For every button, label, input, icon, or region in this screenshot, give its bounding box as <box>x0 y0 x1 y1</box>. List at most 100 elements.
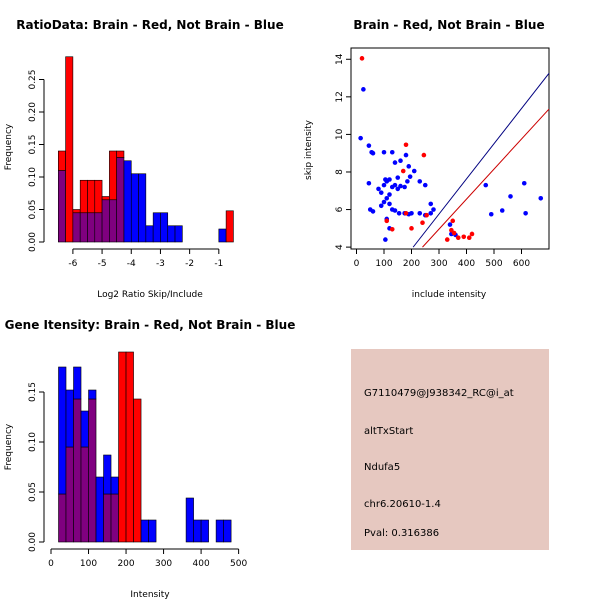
scatter-point-brain <box>455 235 461 241</box>
scatter-point-not-brain <box>361 87 366 92</box>
hist-bar-not-brain <box>160 212 169 243</box>
scatter-point-not-brain <box>370 150 376 156</box>
scatter-point-brain <box>403 211 409 216</box>
hist-bar-not-brain <box>123 160 132 243</box>
x-tick-label: 500 <box>485 259 502 269</box>
info-panel-background <box>351 349 549 550</box>
scatter-point-not-brain <box>407 174 413 179</box>
gene-histogram-ylabel: Frequency <box>4 423 14 470</box>
hist-bar-brain <box>57 150 66 171</box>
scatter-point-not-brain <box>381 149 387 155</box>
scatter-point-not-brain <box>422 182 428 188</box>
scatter-point-not-brain <box>538 195 544 201</box>
y-tick-label: 12 <box>335 91 345 102</box>
scatter-point-not-brain <box>383 177 388 182</box>
fit-line-not-brain <box>412 73 550 248</box>
scatter-point-not-brain <box>392 160 398 165</box>
hist-bar-not-brain <box>130 173 139 243</box>
scatter-point-brain <box>424 212 429 218</box>
scatter-points <box>358 56 544 242</box>
scatter-point-not-brain <box>392 182 398 188</box>
scatter-point-not-brain <box>508 194 513 199</box>
scatter-point-not-brain <box>387 192 392 197</box>
scatter-point-not-brain <box>395 186 401 192</box>
y-tick-label: 0.10 <box>28 167 38 187</box>
scatter-fit-lines <box>412 73 550 248</box>
hist-bar-overlap <box>116 157 125 243</box>
x-tick-label: 200 <box>403 259 420 269</box>
x-tick-label: 400 <box>193 559 210 569</box>
scatter-point-brain <box>421 152 427 158</box>
hist-bar-not-brain <box>218 228 227 243</box>
hist-bar-overlap <box>80 446 89 543</box>
scatter-point-not-brain <box>396 211 402 216</box>
scatter-plot-box <box>350 47 550 250</box>
x-tick-label: 300 <box>430 259 447 269</box>
x-tick-label: 400 <box>458 259 475 269</box>
ratio-histogram-axes: -6 -5 -4 -3 -2 -1 0.00 0.05 0.10 0.15 0.20 0.25 <box>28 69 223 269</box>
y-tick-label: 0.05 <box>28 199 38 219</box>
x-tick-label: -5 <box>98 259 107 269</box>
hist-bar-not-brain <box>110 476 119 495</box>
scatter-point-not-brain <box>398 158 403 164</box>
x-tick-label: 500 <box>230 559 247 569</box>
hist-bar-brain <box>225 210 234 243</box>
scatter-point-not-brain <box>483 182 489 188</box>
hist-bar-overlap <box>88 398 97 543</box>
ratio-histogram-xlabel: Log2 Ratio Skip/Include <box>97 290 203 300</box>
x-tick-label: -3 <box>156 259 165 269</box>
y-tick-label: 14 <box>335 53 345 65</box>
ratio-histogram-panel: RatioData: Brain - Red, Not Brain - Blue… <box>4 18 284 300</box>
y-tick-label: 4 <box>335 244 345 250</box>
hist-bar-not-brain <box>73 366 82 400</box>
hist-bar-not-brain <box>103 454 112 495</box>
hist-bar-not-brain <box>185 497 194 543</box>
hist-bar-brain <box>72 209 81 214</box>
hist-bar-not-brain <box>193 519 202 543</box>
hist-bar-not-brain <box>140 519 149 543</box>
gene-histogram-axes: 0 100 200 300 400 500 0.00 0.05 0.10 0.15 <box>28 382 247 569</box>
x-tick-label: -6 <box>68 259 77 269</box>
hist-bar-overlap <box>101 199 110 243</box>
gene-histogram-xlabel: Intensity <box>130 590 170 600</box>
scatter-point-brain <box>409 226 414 231</box>
hist-bar-not-brain <box>88 389 97 400</box>
hist-bar-not-brain <box>95 476 104 543</box>
scatter-point-not-brain <box>389 149 395 155</box>
scatter-point-not-brain <box>395 175 401 180</box>
scatter-axes: 0 100 200 300 400 500 600 4 6 8 10 12 14 <box>335 53 530 269</box>
hist-bar-not-brain <box>223 519 232 543</box>
info-panel: G7110479@J938342_RC@i_at altTxStart Nduf… <box>351 349 549 550</box>
scatter-point-not-brain <box>499 208 505 213</box>
scatter-point-brain <box>450 218 456 224</box>
scatter-point-brain <box>403 142 409 148</box>
x-tick-label: 200 <box>117 559 134 569</box>
hist-bar-brain <box>118 351 127 543</box>
scatter-point-brain <box>449 227 454 233</box>
gene-histogram-title: Gene Itensity: Brain - Red, Not Brain - … <box>5 318 296 332</box>
hist-bar-overlap <box>57 170 66 243</box>
scatter-point-not-brain <box>523 211 528 216</box>
scatter-point-not-brain <box>398 183 403 189</box>
scatter-point-brain <box>451 230 457 236</box>
hist-bar-overlap <box>79 212 88 243</box>
scatter-point-not-brain <box>428 201 434 207</box>
hist-bar-brain <box>79 179 88 214</box>
scatter-point-not-brain <box>366 180 372 186</box>
gene-histogram-panel: Gene Itensity: Brain - Red, Not Brain - … <box>4 318 295 600</box>
y-tick-label: 0.15 <box>28 382 38 402</box>
scatter-point-not-brain <box>387 177 392 182</box>
scatter-point-not-brain <box>381 182 387 188</box>
scatter-point-not-brain <box>383 237 388 242</box>
hist-bar-not-brain <box>80 410 89 448</box>
hist-bar-overlap <box>87 212 96 243</box>
scatter-point-not-brain <box>358 135 363 141</box>
scatter-ylabel: skip intensity <box>304 119 314 180</box>
x-tick-label: -1 <box>214 259 223 269</box>
scatter-point-not-brain <box>376 186 381 192</box>
scatter-point-brain <box>359 56 365 61</box>
scatter-point-not-brain <box>405 179 410 184</box>
ratio-histogram-title: RatioData: Brain - Red, Not Brain - Blue <box>16 18 283 32</box>
hist-bar-overlap <box>65 446 74 543</box>
y-tick-label: 0.15 <box>28 134 38 154</box>
